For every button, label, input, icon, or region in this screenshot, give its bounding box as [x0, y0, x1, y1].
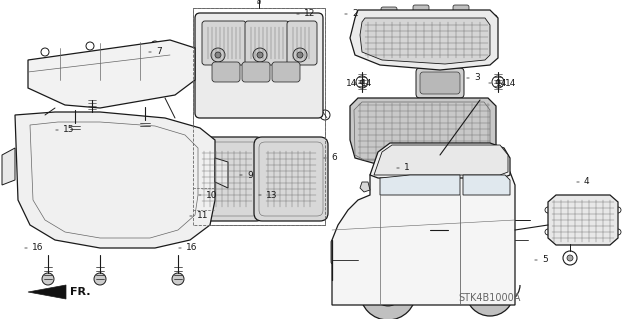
Polygon shape [15, 112, 215, 248]
FancyBboxPatch shape [195, 13, 323, 118]
Polygon shape [350, 98, 496, 165]
Polygon shape [360, 18, 490, 64]
FancyBboxPatch shape [254, 137, 328, 221]
Text: 14: 14 [496, 78, 508, 87]
Text: 4: 4 [584, 177, 589, 187]
Text: 10: 10 [206, 190, 218, 199]
FancyBboxPatch shape [202, 21, 246, 65]
Text: 5: 5 [542, 256, 548, 264]
Text: 13: 13 [266, 190, 278, 199]
Circle shape [215, 52, 221, 58]
Circle shape [567, 255, 573, 261]
Circle shape [172, 273, 184, 285]
Circle shape [374, 278, 402, 306]
Polygon shape [374, 145, 508, 175]
FancyBboxPatch shape [150, 170, 182, 208]
Polygon shape [2, 148, 15, 185]
Polygon shape [215, 158, 228, 188]
FancyBboxPatch shape [190, 137, 264, 221]
Polygon shape [370, 143, 510, 178]
Text: FR.: FR. [70, 287, 90, 297]
Text: ⌀: ⌀ [257, 0, 261, 5]
Text: 16: 16 [32, 243, 44, 253]
Text: 6: 6 [331, 153, 337, 162]
FancyBboxPatch shape [115, 180, 147, 218]
Circle shape [94, 273, 106, 285]
Circle shape [496, 80, 500, 84]
Circle shape [478, 280, 502, 304]
FancyBboxPatch shape [481, 15, 497, 27]
Polygon shape [380, 175, 460, 195]
FancyBboxPatch shape [287, 21, 317, 65]
Text: 14: 14 [505, 78, 516, 87]
Text: 16: 16 [186, 243, 198, 253]
FancyBboxPatch shape [212, 62, 240, 82]
Circle shape [253, 48, 267, 62]
Circle shape [42, 273, 54, 285]
Circle shape [360, 80, 364, 84]
FancyBboxPatch shape [245, 21, 289, 65]
Polygon shape [332, 158, 515, 305]
FancyBboxPatch shape [413, 5, 429, 17]
FancyBboxPatch shape [453, 5, 469, 17]
Polygon shape [350, 10, 498, 70]
Text: 9: 9 [247, 170, 253, 180]
Polygon shape [360, 182, 370, 192]
Circle shape [293, 48, 307, 62]
FancyBboxPatch shape [331, 240, 351, 264]
Circle shape [297, 52, 303, 58]
Text: 7: 7 [156, 48, 162, 56]
Polygon shape [463, 175, 510, 195]
Circle shape [446, 149, 454, 157]
Text: 15: 15 [63, 125, 74, 135]
Polygon shape [28, 40, 195, 108]
Circle shape [360, 264, 416, 319]
FancyBboxPatch shape [420, 72, 460, 94]
Text: 1: 1 [404, 164, 410, 173]
Text: 3: 3 [474, 73, 480, 83]
Circle shape [466, 268, 514, 316]
FancyBboxPatch shape [416, 68, 464, 98]
Circle shape [383, 287, 393, 297]
FancyBboxPatch shape [70, 180, 102, 218]
Polygon shape [548, 195, 618, 245]
Circle shape [211, 48, 225, 62]
FancyBboxPatch shape [242, 62, 270, 82]
Text: 11: 11 [197, 211, 209, 220]
Polygon shape [28, 285, 66, 299]
Text: 14: 14 [346, 78, 357, 87]
Text: 2: 2 [352, 10, 358, 19]
FancyBboxPatch shape [272, 62, 300, 82]
Text: 14: 14 [361, 78, 372, 87]
Bar [193, 8, 325, 225]
Circle shape [257, 52, 263, 58]
Text: STK4B1000A: STK4B1000A [459, 293, 521, 303]
Circle shape [486, 288, 494, 296]
FancyBboxPatch shape [381, 7, 397, 19]
Text: 12: 12 [304, 10, 316, 19]
Circle shape [415, 148, 425, 158]
